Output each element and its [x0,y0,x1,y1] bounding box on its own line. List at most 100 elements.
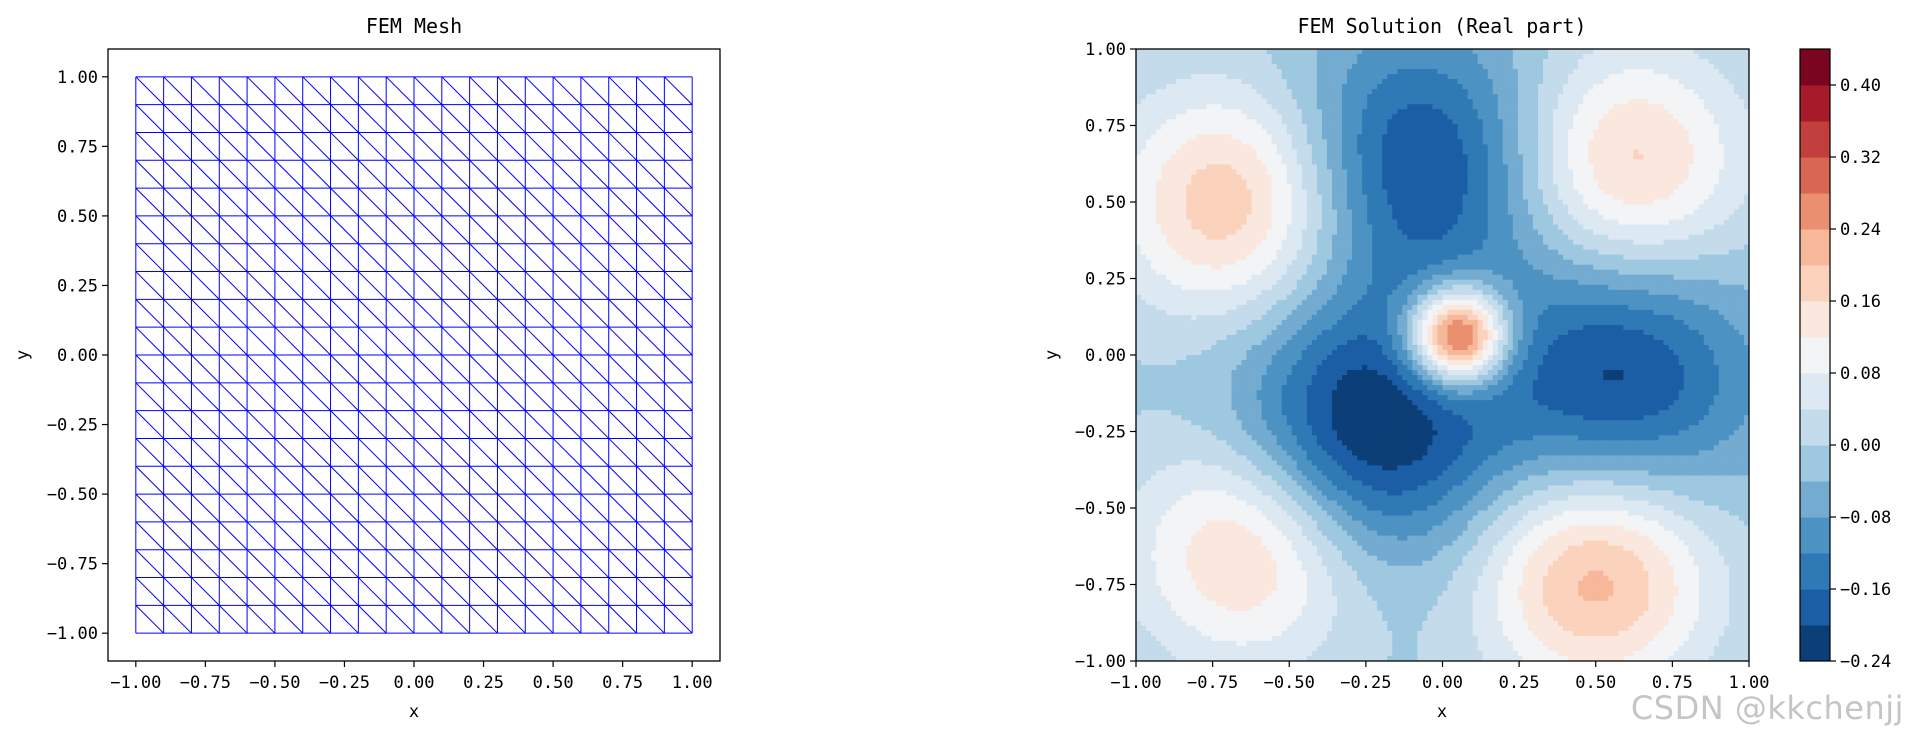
contour-cell [1266,199,1273,206]
contour-cell [1196,264,1202,271]
mesh-diagonal [330,354,359,384]
contour-cell [1286,495,1293,502]
mesh-diagonal [135,493,164,523]
contour-cell [1196,279,1202,286]
mesh-diagonal [218,132,248,161]
contour-cell [1181,339,1187,346]
contour-cell [1266,329,1273,336]
contour-cell [1251,174,1258,181]
contour-cell [1251,239,1258,246]
contour-cell [1261,520,1268,527]
mesh-diagonal [135,605,164,634]
contour-cell [1161,550,1167,557]
mesh-diagonal [636,76,665,105]
contour-cell [1161,610,1167,617]
contour-cell [1151,129,1157,135]
contour-cell [1221,174,1228,181]
contour-cell [1226,615,1233,622]
contour-cell [1196,540,1202,547]
contour-cell [1196,194,1202,201]
contour-cell [1281,495,1288,502]
contour-cell [1201,435,1207,441]
contour-cell [1191,555,1197,562]
mesh-diagonal [608,354,637,384]
contour-cell [1151,339,1157,346]
contour-cell [1216,385,1223,391]
contour-cell [1251,199,1258,206]
contour-cell [1216,189,1223,196]
contour-cell [1211,204,1217,211]
contour-cell [1296,74,1303,80]
contour-cell [1291,304,1298,311]
contour-cell [1211,545,1217,552]
contour-cell [1171,580,1177,587]
contour-cell [1246,194,1253,201]
contour-cell [1251,264,1258,271]
contour-cell [1311,194,1318,201]
contour-cell [1226,475,1233,482]
contour-cell [1246,385,1253,391]
contour-cell [1261,400,1268,406]
contour-cell [1201,224,1207,231]
contour-cell [1301,490,1308,497]
mesh-diagonal [385,577,415,606]
contour-cell [1301,615,1308,622]
contour-cell [1201,214,1207,221]
contour-cell [1261,535,1268,542]
contour-cell [1176,625,1182,632]
contour-cell [1161,229,1167,236]
contour-cell [1211,199,1217,206]
contour-cell [1236,234,1243,241]
contour-cell [1266,425,1273,431]
contour-cell [1296,114,1303,120]
contour-cell [1311,109,1318,115]
contour-cell [1216,375,1223,381]
contour-cell [1291,465,1298,471]
contour-cell [1211,179,1217,186]
contour-cell [1191,540,1197,547]
contour-cell [1151,355,1157,361]
contour-cell [1216,485,1223,492]
contour-cell [1281,370,1288,376]
contour-cell [1271,279,1278,286]
contour-cell [1296,329,1303,336]
contour-cell [1191,189,1197,196]
mesh-diagonal [469,76,498,105]
contour-cell [1176,655,1182,661]
contour-cell [1316,169,1323,176]
contour-cell [1261,610,1268,617]
contour-cell [1216,334,1223,341]
contour-cell [1276,480,1283,487]
contour-cell [1301,169,1308,176]
contour-cell [1261,625,1268,632]
contour-cell [1221,455,1228,461]
contour-cell [1181,365,1187,371]
contour-cell [1291,460,1298,466]
contour-cell [1226,184,1233,191]
contour-cell [1156,420,1162,426]
contour-cell [1196,289,1202,296]
contour-cell [1156,344,1162,351]
contour-cell [1136,214,1142,221]
mesh-diagonal [163,549,192,578]
contour-cell [1316,94,1323,100]
contour-cell [1226,284,1233,291]
contour-cell [1231,375,1238,381]
contour-cell [1266,239,1273,246]
contour-cell [1271,129,1278,135]
mesh-diagonal [218,605,248,634]
contour-cell [1291,490,1298,497]
contour-cell [1251,540,1258,547]
contour-cell [1151,640,1157,647]
contour-cell [1296,380,1303,386]
contour-cell [1266,119,1273,125]
contour-cell [1281,415,1288,421]
contour-cell [1291,655,1298,661]
contour-cell [1246,174,1253,181]
contour-cell [1301,174,1308,181]
contour-cell [1276,79,1283,85]
contour-cell [1201,560,1207,567]
contour-cell [1241,274,1248,281]
contour-cell [1246,365,1253,371]
contour-cell [1201,249,1207,256]
